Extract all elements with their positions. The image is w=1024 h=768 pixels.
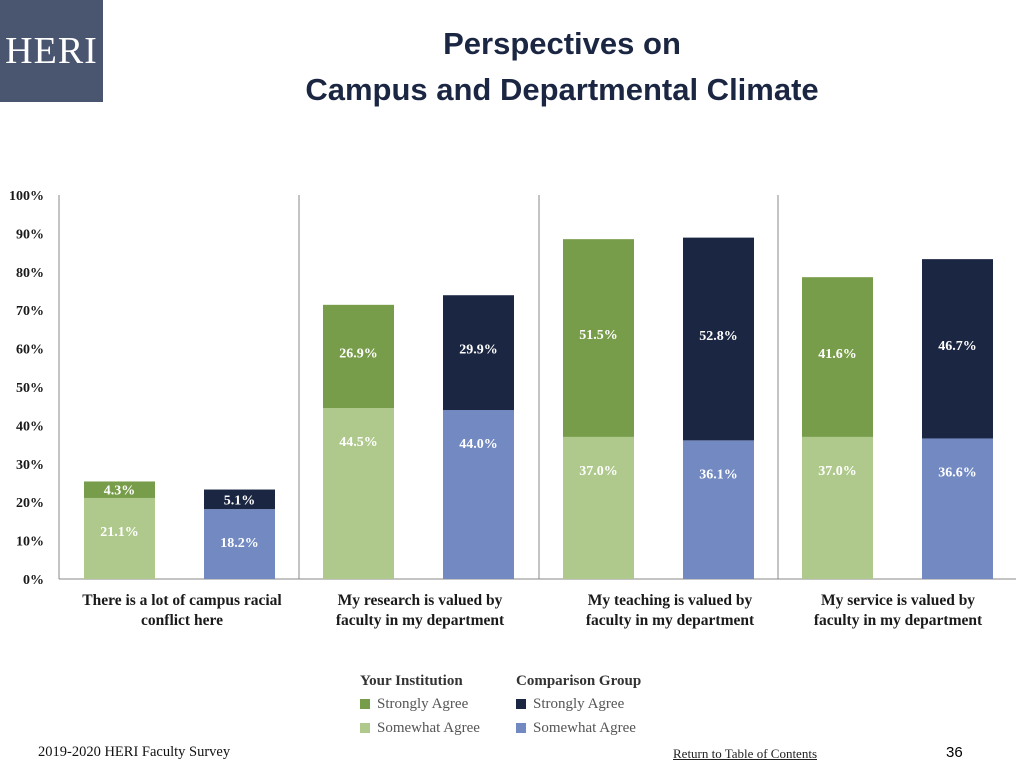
data-label: 46.7% — [938, 339, 977, 354]
category-label-line: faculty in my department — [335, 612, 505, 629]
legend-swatch — [516, 699, 526, 709]
legend-label: Strongly Agree — [377, 695, 469, 712]
bar-segment-strongly — [802, 277, 873, 437]
bar-segment-somewhat — [443, 410, 514, 579]
data-label: 51.5% — [579, 328, 618, 343]
category-label-line: conflict here — [141, 612, 223, 629]
data-label: 44.0% — [459, 437, 498, 452]
category-label-teaching: My teaching is valued by faculty in my d… — [555, 591, 785, 631]
return-to-toc-link[interactable]: Return to Table of Contents — [673, 746, 817, 761]
data-label: 36.1% — [699, 467, 738, 482]
category-label-line: My research is valued by — [337, 592, 503, 609]
legend-item-your-somewhat: Somewhat Agree — [360, 716, 530, 740]
legend-comparison-group: Comparison Group Strongly Agree Somewhat… — [516, 670, 686, 740]
y-tick-label: 100% — [9, 189, 44, 204]
bar-segment-strongly — [204, 489, 275, 510]
bar-segment-strongly — [323, 304, 394, 409]
y-tick-label: 20% — [16, 496, 44, 511]
legend-heading: Your Institution — [360, 673, 463, 689]
y-tick-label: 90% — [16, 227, 44, 242]
category-label-line: My service is valued by — [820, 592, 976, 609]
y-tick-label: 80% — [16, 266, 44, 281]
legend-label: Strongly Agree — [533, 695, 625, 712]
category-label-research: My research is valued by faculty in my d… — [305, 591, 535, 631]
page-title-line-1: Perspectives on — [443, 26, 681, 61]
legend-item-comp-somewhat: Somewhat Agree — [516, 716, 686, 740]
data-label: 21.1% — [100, 525, 139, 540]
bar-segment-somewhat — [563, 436, 634, 579]
legend-label: Somewhat Agree — [377, 719, 480, 736]
y-tick-label: 40% — [16, 419, 44, 434]
bar-segment-strongly — [922, 259, 993, 439]
data-label: 41.6% — [818, 347, 857, 362]
y-tick-label: 60% — [16, 343, 44, 358]
logo-text: HERI — [5, 30, 98, 72]
legend-item-comp-strongly: Strongly Agree — [516, 692, 686, 716]
bar-segment-somewhat — [84, 497, 155, 579]
bar-segment-somewhat — [323, 408, 394, 579]
page-title-line-2: Campus and Departmental Climate — [305, 72, 819, 107]
data-label: 52.8% — [699, 329, 738, 344]
bar-segment-somewhat — [802, 436, 873, 579]
bar-segment-somewhat — [683, 440, 754, 579]
data-label: 36.6% — [938, 465, 977, 480]
legend-your-institution: Your Institution Strongly Agree Somewhat… — [360, 670, 530, 740]
y-tick-label: 10% — [16, 535, 44, 550]
category-label-line: faculty in my department — [813, 612, 983, 629]
legend-swatch — [516, 723, 526, 733]
data-label: 18.2% — [220, 536, 259, 551]
category-label-racial-conflict: There is a lot of campus racial conflict… — [67, 591, 297, 631]
data-label: 5.1% — [224, 493, 256, 508]
legend-swatch — [360, 723, 370, 733]
bar-segment-strongly — [563, 239, 634, 437]
legend-swatch — [360, 699, 370, 709]
stacked-bar-chart: 0% 10% 20% 30% 40% 50% 60% 70% 80% 90% 100% 21.1% 4.… — [9, 189, 1016, 588]
category-label-line: My teaching is valued by — [587, 592, 753, 609]
y-tick-label: 70% — [16, 304, 44, 319]
data-label: 37.0% — [579, 464, 618, 479]
page-number: 36 — [946, 744, 963, 761]
bar-segment-somewhat — [204, 509, 275, 579]
bar-segment-strongly — [84, 481, 155, 498]
data-label: 26.9% — [339, 346, 378, 361]
heri-logo: HERI — [0, 0, 103, 102]
y-tick-label: 50% — [16, 381, 44, 396]
data-label: 4.3% — [104, 484, 136, 499]
bar-segment-strongly — [683, 237, 754, 441]
bar-segment-somewhat — [922, 438, 993, 579]
bar-segment-strongly — [443, 295, 514, 411]
y-tick-label: 30% — [16, 458, 44, 473]
category-label-service: My service is valued by faculty in my de… — [783, 591, 1013, 631]
data-label: 44.5% — [339, 435, 378, 450]
data-label: 29.9% — [459, 343, 498, 358]
data-label: 37.0% — [818, 464, 857, 479]
footer-survey-name: 2019-2020 HERI Faculty Survey — [38, 744, 231, 760]
legend-item-your-strongly: Strongly Agree — [360, 692, 530, 716]
category-label-line: faculty in my department — [585, 612, 755, 629]
category-label-line: There is a lot of campus racial — [82, 592, 282, 609]
legend-heading: Comparison Group — [516, 673, 642, 689]
y-tick-label: 0% — [23, 573, 44, 588]
legend-label: Somewhat Agree — [533, 719, 636, 736]
